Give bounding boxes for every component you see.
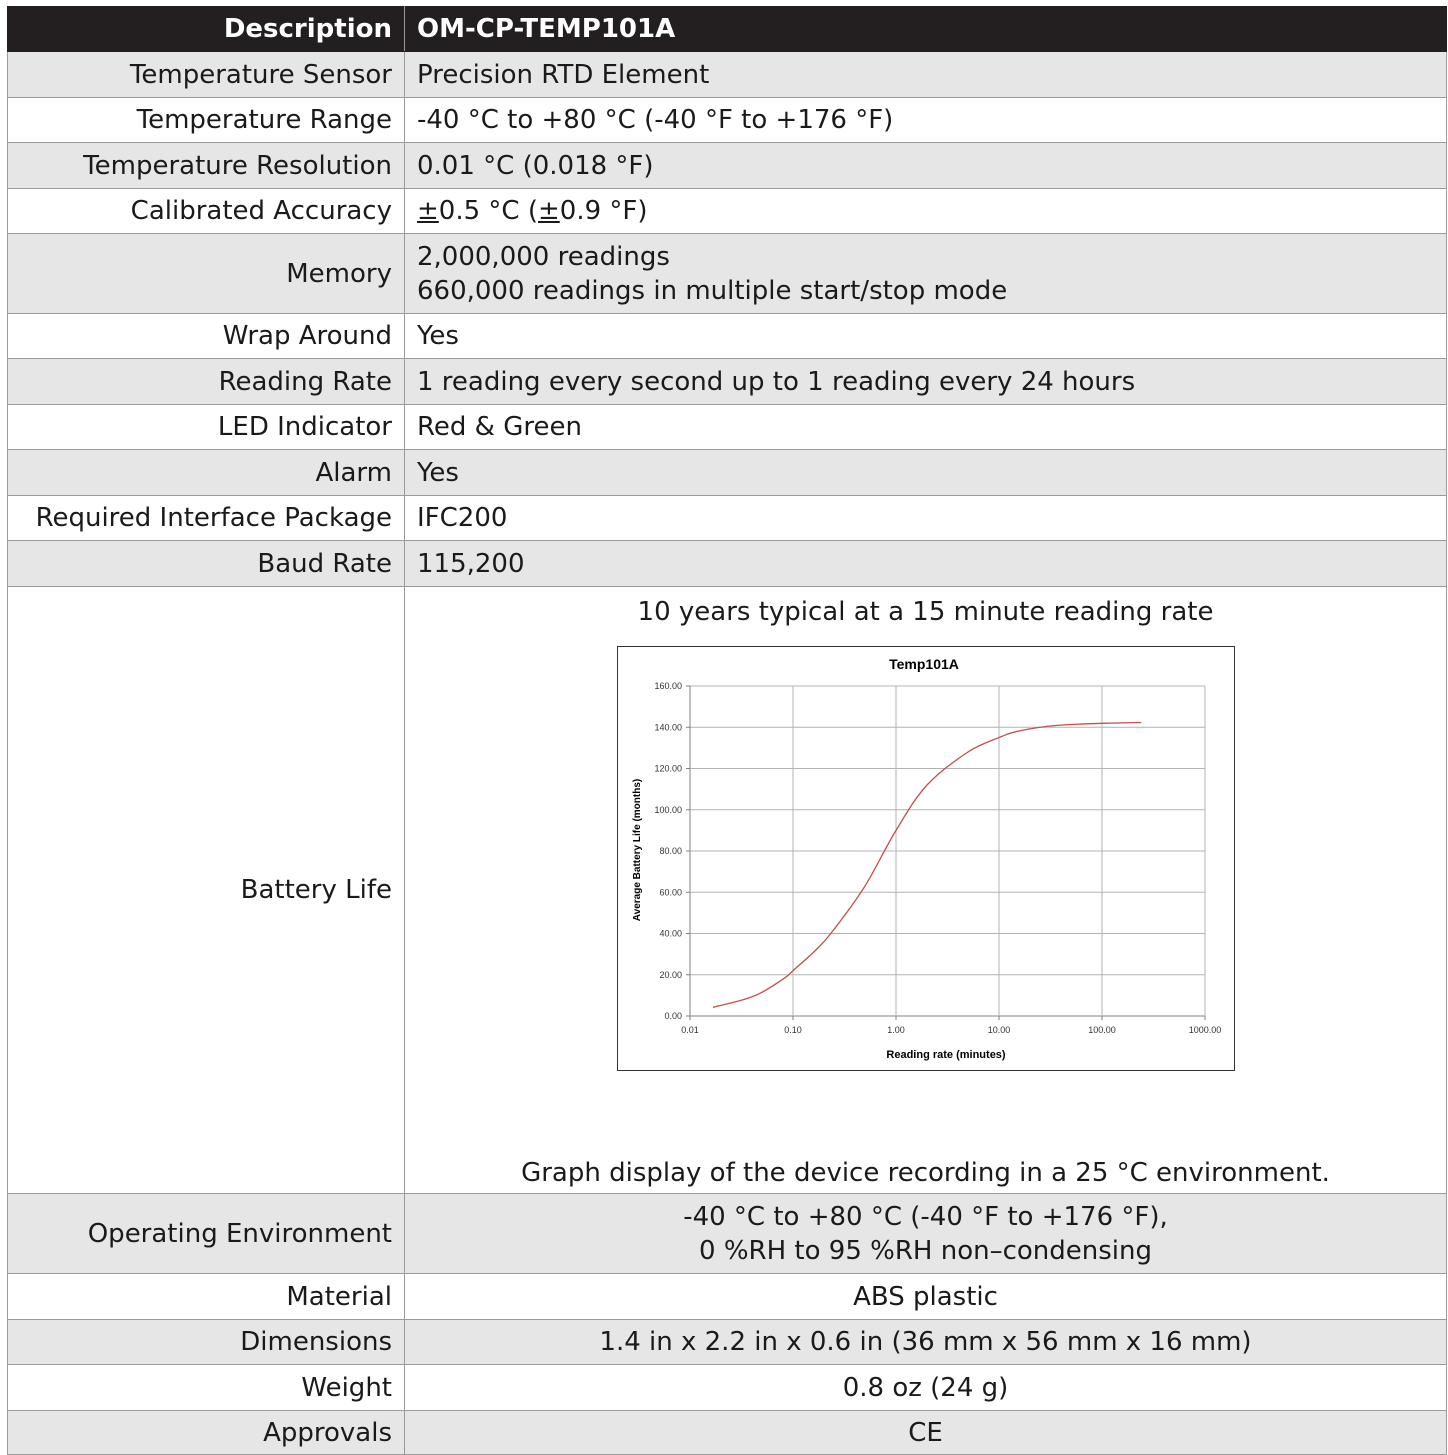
battery-chart: 0.00 20.00 40.00 60.00 80.00 100.00 120.00 140.… xyxy=(617,646,1235,1071)
table-row: Calibrated Accuracy ±0.5 °C (±0.9 °F) xyxy=(7,188,1447,234)
row-value: 2,000,000 readings 660,000 readings in mu… xyxy=(404,233,1447,314)
row-value: 1.4 in x 2.2 in x 0.6 in (36 mm x 56 mm … xyxy=(404,1319,1447,1365)
battery-life-cell: 10 years typical at a 15 minute reading … xyxy=(404,586,1447,1194)
row-label: Temperature Sensor xyxy=(7,51,405,98)
y-tick-label: 60.00 xyxy=(659,887,682,897)
table-row: LED Indicator Red & Green xyxy=(7,404,1447,450)
table-row: Operating Environment -40 °C to +80 °C (… xyxy=(7,1193,1447,1274)
y-tick-label: 80.00 xyxy=(659,846,682,856)
table-row: Baud Rate 115,200 xyxy=(7,540,1447,587)
y-tick-label: 140.00 xyxy=(654,722,682,732)
row-value: Precision RTD Element xyxy=(404,51,1447,98)
spec-table: Description OM-CP-TEMP101A Temperature S… xyxy=(7,6,1447,1455)
row-value: ABS plastic xyxy=(404,1273,1447,1320)
x-tick-label: 10.00 xyxy=(988,1025,1011,1035)
memory-line-1: 2,000,000 readings xyxy=(417,241,670,272)
row-value: IFC200 xyxy=(404,495,1447,541)
row-value: Yes xyxy=(404,449,1447,496)
table-row: Alarm Yes xyxy=(7,449,1447,496)
table-row: Wrap Around Yes xyxy=(7,313,1447,359)
x-tick-label: 100.00 xyxy=(1088,1025,1116,1035)
battery-note: Graph display of the device recording in… xyxy=(521,1158,1330,1188)
row-label: Dimensions xyxy=(7,1319,405,1365)
y-tick-label: 160.00 xyxy=(654,681,682,691)
row-value: -40 °C to +80 °C (-40 °F to +176 °F), 0 %… xyxy=(404,1193,1447,1274)
env-line-2: 0 %RH to 95 %RH non–condensing xyxy=(699,1235,1152,1266)
chart-grid xyxy=(689,685,1206,1017)
y-tick-label: 20.00 xyxy=(659,970,682,980)
row-label: Baud Rate xyxy=(7,540,405,587)
table-row: Weight 0.8 oz (24 g) xyxy=(7,1364,1447,1411)
y-axis-label: Average Battery Life (months) xyxy=(632,779,643,921)
row-label: Battery Life xyxy=(7,586,405,1194)
plus-minus-sign: ± xyxy=(417,196,439,226)
row-label: Reading Rate xyxy=(7,358,405,405)
row-value: ±0.5 °C (±0.9 °F) xyxy=(404,188,1447,234)
row-value: Red & Green xyxy=(404,404,1447,450)
accuracy-f: 0.9 °F) xyxy=(559,196,648,226)
y-tick-label: 0.00 xyxy=(664,1011,682,1021)
y-tick-label: 40.00 xyxy=(659,929,682,939)
accuracy-c: 0.5 °C ( xyxy=(438,196,538,226)
row-label: Operating Environment xyxy=(7,1193,405,1274)
row-label: Weight xyxy=(7,1364,405,1411)
row-label: Alarm xyxy=(7,449,405,496)
row-label: Required Interface Package xyxy=(7,495,405,541)
table-header-row: Description OM-CP-TEMP101A xyxy=(7,6,1447,52)
x-tick-label: 1.00 xyxy=(887,1025,905,1035)
battery-life-row: Battery Life 10 years typical at a 15 mi… xyxy=(7,586,1447,1194)
row-label: Temperature Resolution xyxy=(7,142,405,189)
x-tick-label: 0.01 xyxy=(681,1025,699,1035)
row-value: CE xyxy=(404,1410,1447,1455)
row-value: -40 °C to +80 °C (-40 °F to +176 °F) xyxy=(404,97,1447,143)
battery-chart-svg: 0.00 20.00 40.00 60.00 80.00 100.00 120.00 140.… xyxy=(632,656,1221,1061)
row-label: Memory xyxy=(7,233,405,314)
table-row: Temperature Resolution 0.01 °C (0.018 °F… xyxy=(7,142,1447,189)
y-tick-label: 120.00 xyxy=(654,764,682,774)
row-label: Wrap Around xyxy=(7,313,405,359)
row-value: 0.01 °C (0.018 °F) xyxy=(404,142,1447,189)
plus-minus-sign: ± xyxy=(537,196,560,226)
table-row: Temperature Sensor Precision RTD Element xyxy=(7,51,1447,98)
row-value: Yes xyxy=(404,313,1447,359)
row-label: LED Indicator xyxy=(7,404,405,450)
table-row: Required Interface Package IFC200 xyxy=(7,495,1447,541)
table-row: Temperature Range -40 °C to +80 °C (-40 … xyxy=(7,97,1447,143)
row-label: Approvals xyxy=(7,1410,405,1455)
row-value: 1 reading every second up to 1 reading e… xyxy=(404,358,1447,405)
memory-line-2: 660,000 readings in multiple start/stop … xyxy=(417,275,1008,306)
header-model: OM-CP-TEMP101A xyxy=(404,6,1447,52)
x-tick-label: 0.10 xyxy=(784,1025,802,1035)
table-row: Dimensions 1.4 in x 2.2 in x 0.6 in (36 … xyxy=(7,1319,1447,1365)
row-label: Material xyxy=(7,1273,405,1320)
table-row: Reading Rate 1 reading every second up t… xyxy=(7,358,1447,405)
row-label: Calibrated Accuracy xyxy=(7,188,405,234)
x-tick-label: 1000.00 xyxy=(1189,1025,1222,1035)
header-label: Description xyxy=(7,6,405,52)
battery-caption: 10 years typical at a 15 minute reading … xyxy=(637,597,1214,627)
table-row: Material ABS plastic xyxy=(7,1273,1447,1320)
env-line-1: -40 °C to +80 °C (-40 °F to +176 °F), xyxy=(683,1201,1168,1232)
row-label: Temperature Range xyxy=(7,97,405,143)
chart-title: Temp101A xyxy=(889,656,959,672)
battery-life-line xyxy=(712,721,1142,1008)
chart-ticks: 0.00 20.00 40.00 60.00 80.00 100.00 120.00 140.… xyxy=(654,681,1221,1035)
row-value: 0.8 oz (24 g) xyxy=(404,1364,1447,1411)
table-row: Memory 2,000,000 readings 660,000 reading… xyxy=(7,233,1447,314)
y-tick-label: 100.00 xyxy=(654,805,682,815)
row-value: 115,200 xyxy=(404,540,1447,587)
x-axis-label: Reading rate (minutes) xyxy=(886,1049,1006,1061)
table-row: Approvals CE xyxy=(7,1410,1447,1455)
